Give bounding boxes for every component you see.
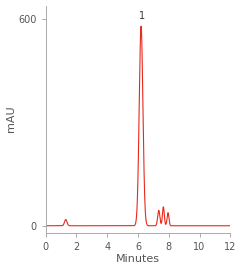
Y-axis label: mAU: mAU [6, 106, 15, 132]
X-axis label: Minutes: Minutes [116, 254, 160, 264]
Text: 1: 1 [139, 11, 145, 21]
